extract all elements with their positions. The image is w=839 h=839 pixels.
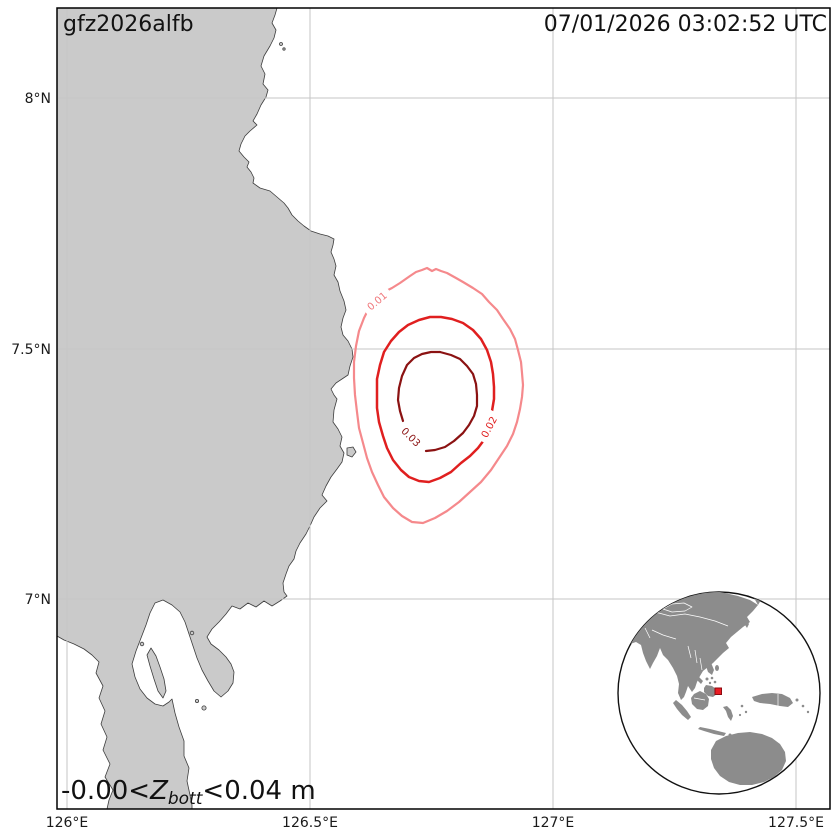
contour-label-gap — [395, 420, 428, 453]
y-tick-8N: 8°N — [25, 91, 51, 107]
contour-line-0.02 — [375, 315, 496, 484]
globe-visayas — [705, 677, 709, 681]
globe-visayas — [708, 681, 712, 685]
contour-line-0.03 — [424, 350, 479, 453]
globe-pacific-island — [795, 698, 799, 702]
contour-label-gap — [360, 285, 394, 316]
contour-line-0.03b — [396, 350, 442, 423]
globe-sulawesi — [723, 706, 733, 721]
islet — [194, 699, 199, 704]
x-tick-126.5E: 126.5°E — [282, 815, 338, 831]
globe-visayas — [713, 680, 717, 684]
zbott-prefix: -0.00< — [61, 776, 150, 806]
globe-sumatra — [673, 700, 691, 720]
globe-luzon — [704, 657, 714, 675]
island-elongated — [146, 647, 167, 699]
y-tick-7.5N: 7.5°N — [11, 342, 51, 358]
x-tick-127E: 127°E — [532, 815, 575, 831]
globe-japan — [736, 607, 749, 628]
globe-new-guinea — [752, 693, 793, 707]
map-frame — [56, 7, 831, 810]
globe-palawan — [696, 676, 703, 684]
zbott-suffix: <0.04 m — [202, 776, 315, 806]
event-marker — [714, 687, 722, 695]
zbott-subscript: bott — [168, 789, 204, 809]
globe-java — [698, 727, 726, 736]
islet — [201, 705, 207, 711]
zbott-symbol: Z — [149, 776, 169, 806]
x-tick-126E: 126°E — [46, 815, 89, 831]
globe-pacific-island — [801, 704, 805, 708]
globe-mindanao — [704, 685, 717, 697]
globe-country-borders — [644, 602, 779, 706]
x-tick-127.5E: 127.5°E — [768, 815, 824, 831]
islet — [282, 47, 286, 51]
x-axis-ticks: 126°E 126.5°E 127°E 127.5°E — [46, 815, 824, 831]
globe-borneo — [691, 691, 709, 710]
contour-label-gap — [475, 409, 502, 444]
y-axis-ticks: 8°N 7.5°N 7°N — [11, 91, 51, 608]
y-tick-7N: 7°N — [25, 592, 51, 608]
globe-visayas — [710, 676, 714, 680]
contour-line-0.01 — [352, 266, 525, 525]
globe-pacific-island — [806, 710, 810, 714]
globe-australia — [711, 732, 786, 785]
globe-moluccas — [740, 704, 744, 708]
event-id-label: gfz2026alfb — [63, 12, 194, 37]
globe-hainan — [698, 670, 702, 674]
islet — [189, 630, 195, 636]
globe-moluccas — [744, 710, 748, 714]
globe-taiwan — [715, 665, 719, 671]
timestamp-label: 07/01/2026 03:02:52 UTC — [544, 12, 827, 37]
landmass-mainland — [57, 8, 354, 809]
globe-moluccas — [738, 713, 742, 717]
islet — [279, 42, 283, 46]
globe-hokkaido — [738, 599, 744, 605]
islet — [139, 641, 145, 647]
zbott-range-annotation: -0.00<Zbott<0.04 m — [61, 776, 316, 809]
islet-offshore — [346, 446, 357, 458]
